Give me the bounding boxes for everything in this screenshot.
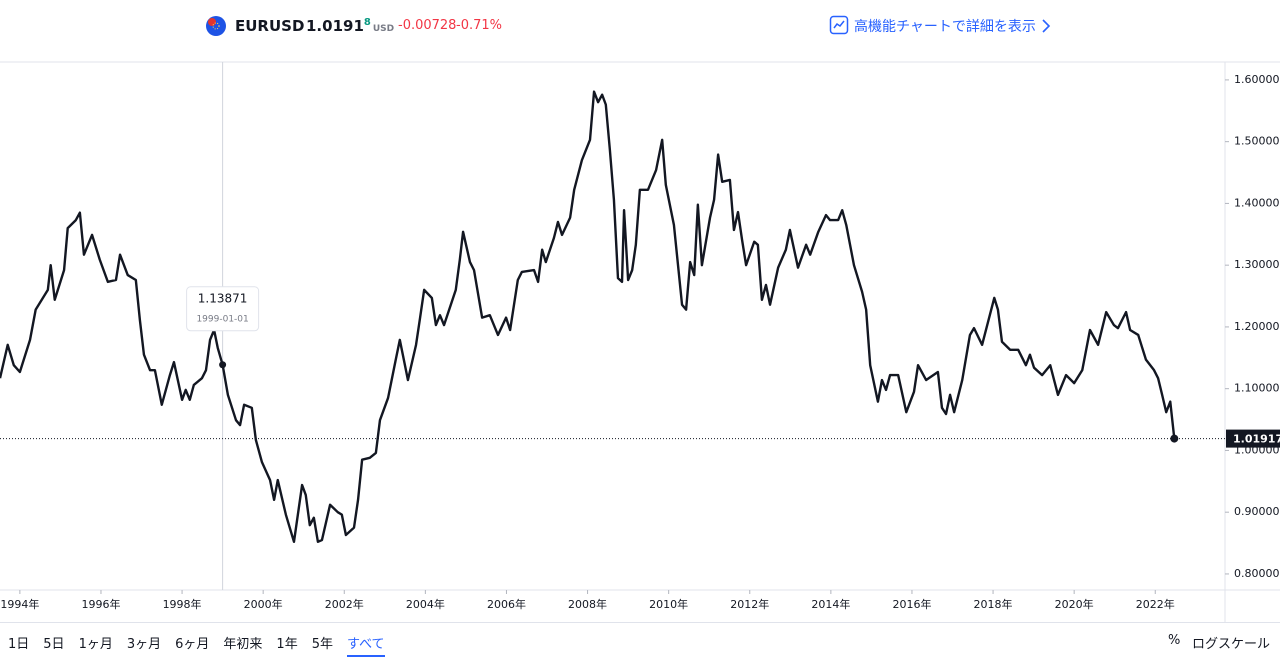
change-percent: -0.71% (456, 18, 502, 33)
x-tick-label: 2002年 (325, 597, 364, 611)
range-button[interactable]: すべて (346, 633, 385, 657)
symbol: EURUSD (235, 17, 305, 35)
link-icon (829, 15, 849, 35)
price: 1.01918USD (306, 17, 394, 35)
y-tick-label: 1.20000 (1234, 320, 1280, 333)
last-value-badge (1226, 429, 1280, 448)
price-fraction: 8 (363, 17, 371, 28)
x-tick-label: 1998年 (163, 597, 202, 611)
last-value-label: 1.01917 (1233, 433, 1280, 446)
y-tick-label: 1.30000 (1234, 258, 1280, 271)
price-main: 1.0191 (306, 17, 364, 35)
x-tick-label: 2018年 (974, 597, 1013, 611)
symbol-icon (206, 16, 226, 36)
advanced-chart-link[interactable]: 高機能チャートで詳細を表示 (854, 19, 1036, 35)
chevron (1042, 19, 1051, 33)
x-tick-label: 2004年 (406, 597, 445, 611)
tooltip-date: 1999-01-01 (196, 314, 248, 324)
y-tick-label: 1.60000 (1234, 73, 1280, 86)
x-tick-label: 2008年 (568, 597, 607, 611)
price-line (0, 90, 1176, 544)
last-point (1170, 434, 1179, 443)
range-button[interactable]: 1ヶ月 (78, 637, 113, 652)
y-tick-label: 1.10000 (1234, 382, 1280, 395)
tooltip-value: 1.13871 (198, 291, 248, 305)
x-tick-label: 2020年 (1055, 597, 1094, 611)
range-buttons: 1日 5日 1ヶ月 3ヶ月 6ヶ月 年初来 1年 5年 すべて (8, 633, 385, 657)
footer: 1日 5日 1ヶ月 3ヶ月 6ヶ月 年初来 1年 5年 すべて % ログスケール (0, 622, 1280, 667)
currency: USD (372, 24, 395, 34)
range-button[interactable]: 1年 (276, 637, 298, 652)
crosshair-point (219, 361, 227, 369)
y-tick-label: 1.40000 (1234, 196, 1280, 209)
x-tick-label: 1996年 (81, 597, 120, 611)
x-tick-label: 2014年 (811, 597, 850, 611)
range-button[interactable]: 年初来 (223, 637, 263, 652)
x-tick-label: 2016年 (892, 597, 931, 611)
x-tick-label: 2010年 (649, 597, 688, 611)
range-button[interactable]: 6ヶ月 (175, 637, 210, 652)
x-tick-label: 2000年 (244, 597, 283, 611)
header: EURUSD 1.01918USD -0.00728 -0.71% 高機能チャー… (0, 0, 1280, 52)
x-tick-label: 1994年 (0, 597, 39, 611)
y-tick-label: 0.90000 (1234, 505, 1280, 518)
range-button[interactable]: 5日 (43, 637, 65, 652)
range-button[interactable]: 1日 (8, 637, 30, 652)
chart: 0.800000.900001.000001.100001.200001.300… (0, 61, 1280, 622)
log-scale-toggle[interactable]: ログスケール (1192, 637, 1271, 652)
x-tick-label: 2006年 (487, 597, 526, 611)
change: -0.00728 (398, 18, 457, 33)
y-tick-label: 1.50000 (1234, 135, 1280, 148)
range-button[interactable]: 3ヶ月 (126, 637, 162, 652)
x-tick-label: 2012年 (730, 597, 769, 611)
x-tick-label: 2022年 (1136, 597, 1175, 611)
percent-toggle[interactable]: % (1168, 633, 1181, 648)
tooltip-box (186, 286, 260, 332)
range-button[interactable]: 5年 (311, 637, 333, 652)
y-tick-label: 0.80000 (1234, 567, 1280, 580)
